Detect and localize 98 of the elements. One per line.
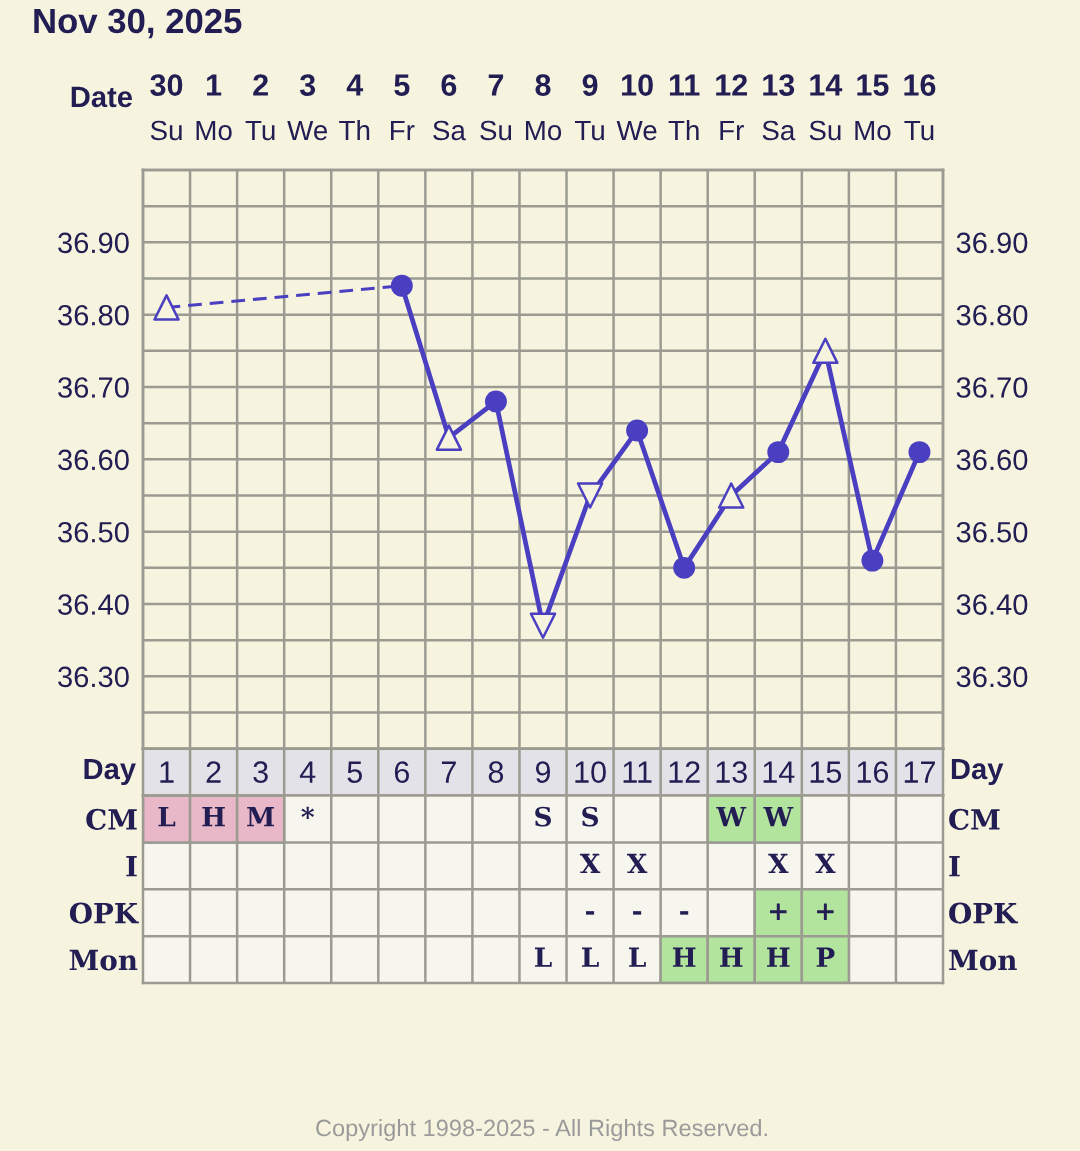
point <box>484 390 507 413</box>
category-label: 13 Sa <box>762 74 796 141</box>
y2-tick-label: OPK <box>949 902 1019 924</box>
point <box>576 482 604 509</box>
x-tick-label: 4 <box>299 761 316 783</box>
text: + <box>817 903 834 920</box>
text: H <box>720 947 743 967</box>
y2-tick-label: 36.60 <box>956 449 1028 471</box>
y-tick-label: CM <box>86 808 137 830</box>
y-tick-label: 36.80 <box>58 304 129 326</box>
point <box>673 556 696 579</box>
text: + <box>770 903 787 920</box>
y-tick-label: 36.90 <box>58 232 129 254</box>
point <box>767 441 790 464</box>
category-label: 6 Sa <box>433 74 466 141</box>
category-label: 1 Mo <box>196 74 232 141</box>
category-label: 5 Fr <box>390 74 415 141</box>
text: - <box>586 911 595 915</box>
x-tick-label: 15 <box>810 761 842 783</box>
text: H <box>767 947 790 967</box>
x-tick-label: 12 <box>669 761 700 783</box>
y2-tick-label: 36.80 <box>956 304 1028 326</box>
y2-tick-label: Mon <box>949 949 1017 971</box>
point <box>908 441 931 464</box>
text: S <box>535 806 551 827</box>
category-label: 7 Su <box>480 74 512 141</box>
text: M <box>247 806 275 827</box>
text: H <box>202 806 225 827</box>
point <box>626 419 649 442</box>
category-label: 10 We <box>616 74 657 141</box>
category-label: 12 Fr <box>716 74 748 141</box>
y2-tick-label: 36.40 <box>956 594 1028 615</box>
x-axis-title: Date <box>71 86 133 108</box>
text: X <box>579 853 601 874</box>
text: P <box>816 947 835 967</box>
x-tick-label: 1 <box>160 761 174 783</box>
category-label: 9 Tu <box>575 74 604 141</box>
x-tick-label: 11 <box>623 761 652 783</box>
text: L <box>534 947 552 967</box>
y-tick-label: 36.60 <box>58 449 129 471</box>
text: Copyright 1998-2025 - All Rights Reserved. <box>316 1118 767 1142</box>
text: * <box>301 806 315 819</box>
x-tick-label: 2 <box>206 761 221 783</box>
category-label: 2 Tu <box>245 74 275 141</box>
chart-title: Nov 30, 2025 <box>34 8 242 39</box>
y2-tick-label: 36.70 <box>956 377 1028 398</box>
category-label: 8 Mo <box>525 74 562 141</box>
text: W <box>763 806 794 827</box>
x-tick-label: 13 <box>716 761 747 783</box>
category-label: 11 Th <box>668 74 700 141</box>
point <box>812 337 839 365</box>
category-label: 4 Th <box>339 74 370 141</box>
y-tick-label: Mon <box>69 949 138 971</box>
x-tick-label: 6 <box>394 761 409 783</box>
text: X <box>627 853 648 874</box>
text: L <box>629 947 646 967</box>
x-tick-label: 9 <box>535 761 551 783</box>
x-tick-label: 5 <box>347 761 362 783</box>
y2-tick-label: CM <box>949 808 1000 830</box>
x-tick-label: 17 <box>904 761 935 783</box>
y2-tick-label: I <box>949 856 960 877</box>
x-tick-label: 16 <box>857 761 889 783</box>
point <box>153 294 180 321</box>
text: H <box>672 947 696 967</box>
category-label: 30 Su <box>150 74 183 141</box>
y2-tick-label: 36.50 <box>956 521 1028 543</box>
y-tick-label: OPK <box>69 902 139 924</box>
y-tick-label: 36.50 <box>58 521 129 543</box>
category-label: 3 We <box>287 74 328 141</box>
y-tick-label: 36.40 <box>58 594 129 615</box>
point <box>861 549 884 572</box>
x-tick-label: 7 <box>441 761 456 783</box>
category-label: 14 Su <box>809 74 843 141</box>
x-tick-label: 14 <box>763 761 795 783</box>
x-axis-title: Day <box>84 758 136 786</box>
text: S <box>582 806 598 827</box>
point <box>529 612 557 639</box>
category-label: 15 Mo <box>855 74 891 141</box>
category-label: 16 Tu <box>904 74 936 141</box>
y-tick-label: 36.70 <box>58 377 129 398</box>
x-tick-label: 8 <box>488 761 504 783</box>
text: Day <box>951 758 1004 786</box>
y2-tick-label: 36.90 <box>956 232 1028 254</box>
text: L <box>158 806 176 827</box>
y2-tick-label: 36.30 <box>956 666 1028 688</box>
point <box>390 274 413 297</box>
text: L <box>582 947 599 967</box>
text: - <box>633 911 642 915</box>
text: - <box>680 911 689 915</box>
y-tick-label: I <box>126 856 137 877</box>
text: W <box>716 806 747 827</box>
x-tick-label: 10 <box>575 761 606 783</box>
point <box>435 424 463 451</box>
y-tick-label: 36.30 <box>58 666 129 688</box>
x-tick-label: 3 <box>253 761 268 783</box>
text: X <box>768 853 789 874</box>
text: X <box>815 853 836 874</box>
point <box>717 482 745 509</box>
